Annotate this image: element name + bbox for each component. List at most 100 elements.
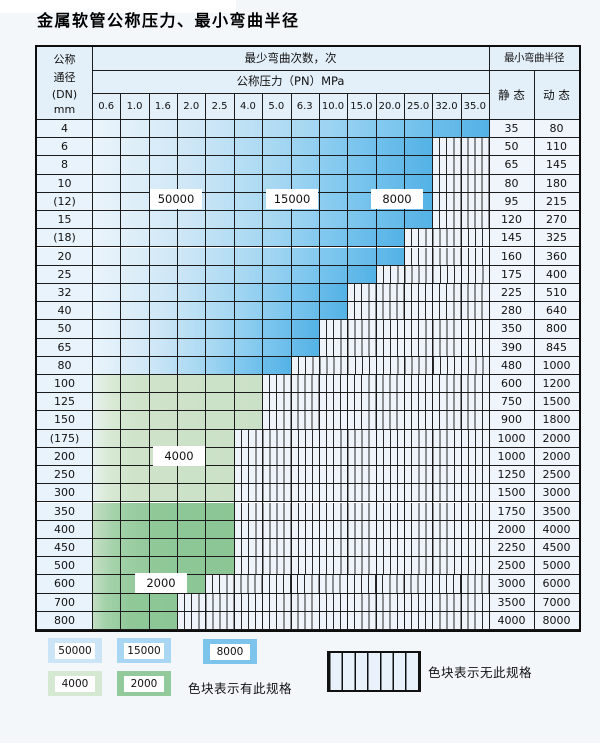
dn-cell: 20: [37, 247, 92, 265]
column-grid-line: [262, 93, 264, 630]
dn-header-line: 公称: [53, 53, 76, 67]
static-radius-cell: 350: [489, 320, 534, 338]
table-row: 250 1250 2500: [37, 466, 579, 485]
dn-cell: 25: [37, 265, 92, 283]
pressure-tick-1.6: 1.6: [154, 101, 171, 112]
spec-band: [92, 356, 291, 374]
legend-swatch-label: 15000: [124, 642, 164, 659]
dynamic-radius-cell: 4000: [534, 520, 579, 538]
table-row: 125 750 1500: [37, 393, 579, 412]
dn-cell: 250: [37, 466, 92, 484]
legend-no-spec-note: 色块表示无此规格: [428, 665, 533, 680]
table-row: 700 3500 7000: [37, 593, 579, 612]
column-grid-line: [375, 93, 377, 630]
header-grid-line: [92, 93, 489, 94]
dn-header-line: mm: [53, 102, 76, 116]
static-radius-cell: 390: [489, 338, 534, 356]
table-row: 40 280 640: [37, 302, 579, 321]
table-row: 100 600 1200: [37, 375, 579, 394]
pressure-tick-1.0: 1.0: [126, 101, 143, 112]
no-spec-band: [432, 192, 489, 211]
no-spec-band: [233, 429, 489, 447]
legend-has-spec-note: 色块表示有此规格: [188, 681, 293, 696]
pressure-tick-0.6: 0.6: [98, 101, 115, 112]
column-grid-line: [290, 93, 292, 630]
zone-label-4000: 4000: [153, 446, 205, 466]
spec-band: [92, 538, 234, 557]
dn-cell: 600: [37, 575, 92, 593]
no-spec-band: [233, 466, 489, 484]
zone-label-8000: 8000: [371, 189, 423, 209]
dn-cell: (12): [37, 192, 92, 211]
dn-cell: 6: [37, 138, 92, 156]
dn-cell: 4: [37, 120, 92, 138]
legend-swatch-15000: 15000: [117, 638, 171, 663]
static-radius-cell: 1250: [489, 466, 534, 484]
no-spec-band: [432, 156, 489, 174]
dn-header-line: (DN): [51, 87, 78, 101]
column-grid-line: [460, 93, 462, 630]
dn-cell: (175): [37, 429, 92, 447]
dn-cell: 125: [37, 393, 92, 411]
static-radius-cell: 50: [489, 138, 534, 156]
static-radius-cell: 120: [489, 211, 534, 229]
no-spec-band: [403, 229, 489, 247]
table-row: (18) 145 325: [37, 229, 579, 248]
legend-swatch-label: 2000: [124, 675, 164, 692]
dn-cell: 8: [37, 156, 92, 174]
static-radius-cell: 95: [489, 192, 534, 211]
dn-cell: 500: [37, 557, 92, 575]
dynamic-radius-cell: 1200: [534, 375, 579, 393]
static-radius-cell: 4000: [489, 611, 534, 629]
no-spec-band: [432, 174, 489, 192]
dn-column-header: 公称 通径 (DN) mm: [37, 47, 92, 120]
dynamic-radius-cell: 1500: [534, 393, 579, 411]
no-spec-band: [375, 265, 489, 283]
table-row: 800 4000 8000: [37, 611, 579, 630]
no-spec-band: [177, 593, 489, 611]
static-radius-cell: 35: [489, 120, 534, 138]
dynamic-radius-cell: 5000: [534, 557, 579, 575]
dn-cell: 150: [37, 411, 92, 429]
spec-band: [92, 611, 178, 629]
dn-cell: 800: [37, 611, 92, 629]
column-grid-line: [432, 93, 434, 630]
dn-header-line: 通径: [53, 71, 76, 85]
no-spec-band: [233, 447, 489, 466]
spec-band: [92, 429, 234, 447]
pressure-tick-32.0: 32.0: [435, 101, 458, 112]
column-grid-line: [403, 93, 405, 630]
dynamic-radius-cell: 1800: [534, 411, 579, 429]
dynamic-radius-cell: 145: [534, 156, 579, 174]
static-radius-cell: 280: [489, 302, 534, 320]
no-spec-band: [432, 138, 489, 156]
spec-band: [92, 283, 348, 302]
dynamic-radius-cell: 510: [534, 283, 579, 302]
legend-swatch-2000: 2000: [117, 671, 171, 696]
zone-label-15000: 15000: [266, 189, 318, 209]
pressure-tick-4.0: 4.0: [240, 101, 256, 112]
pressure-tick-2.5: 2.5: [211, 101, 228, 112]
dn-cell: 80: [37, 356, 92, 374]
static-radius-cell: 2000: [489, 520, 534, 538]
dynamic-radius-cell: 8000: [534, 611, 579, 629]
column-grid-line: [233, 93, 235, 630]
table-row: 450 2250 4500: [37, 538, 579, 558]
dynamic-column-header: 动 态: [543, 88, 570, 102]
no-spec-band: [290, 356, 489, 374]
column-grid-line: [177, 93, 179, 630]
static-radius-cell: 1750: [489, 502, 534, 520]
zone-label-2000: 2000: [135, 573, 187, 593]
top-margin-strip: [0, 0, 236, 13]
no-spec-band: [233, 484, 489, 502]
dn-cell: 350: [37, 502, 92, 520]
no-spec-band: [318, 320, 489, 338]
static-radius-cell: 1500: [489, 484, 534, 502]
dn-cell: (18): [37, 229, 92, 247]
dn-cell: 100: [37, 375, 92, 393]
no-spec-band: [233, 557, 489, 575]
dynamic-radius-cell: 3000: [534, 484, 579, 502]
no-spec-band: [233, 502, 489, 520]
pressure-header: 公称压力（PN）MPa: [236, 74, 345, 88]
table-row: 300 1500 3000: [37, 484, 579, 503]
